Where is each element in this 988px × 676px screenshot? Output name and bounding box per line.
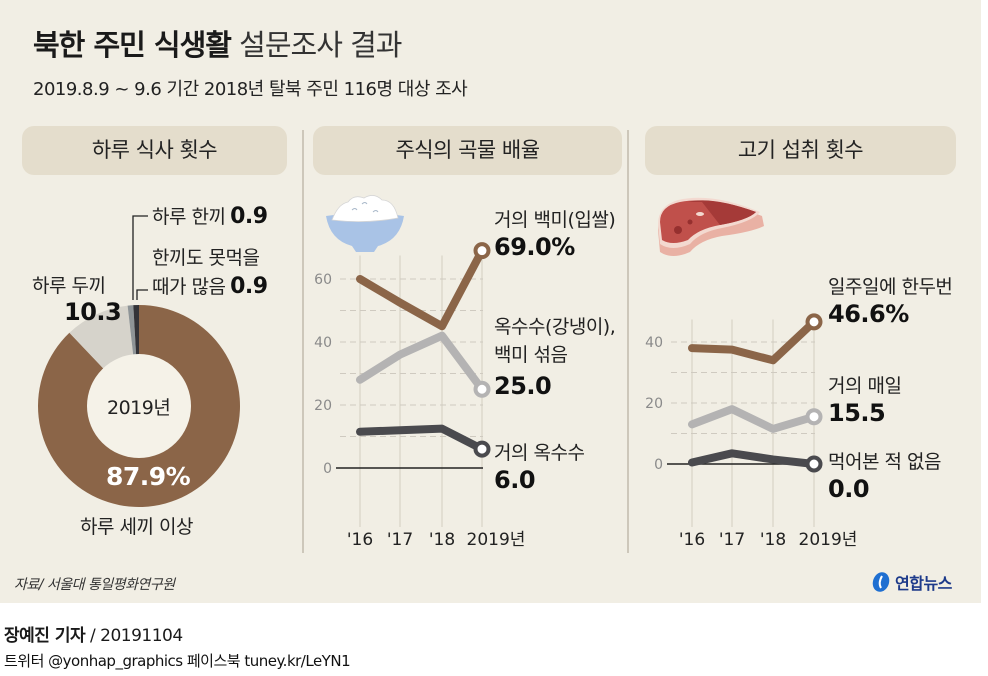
meat-series-line: [688, 405, 818, 433]
meat-series-daily-label: 거의 매일: [828, 375, 902, 397]
yonhap-logo-text: 연합뉴스: [895, 574, 952, 593]
subtitle: 2019.8.9 ~ 9.6 기간 2018년 탈북 주민 116명 대상 조사: [33, 79, 468, 100]
meat-ytick-label: 40: [645, 335, 663, 351]
grain-series-white-rice-label: 거의 백미(입쌀): [494, 209, 616, 231]
donut-slice-three-meals: [38, 305, 240, 507]
grain-series-white-rice-value: 69.0%: [494, 233, 575, 261]
grain-series-mixed-label-2: 백미 섞음: [494, 344, 568, 366]
meat-series-never-label: 먹어본 적 없음: [828, 451, 941, 473]
grain-xtick-label: '18: [429, 530, 455, 550]
meat-line-chart: 0 20 40 '16 '17 '18 2019년: [645, 313, 858, 550]
divider: [627, 130, 629, 553]
section-header-grain: 주식의 곡물 배율: [313, 126, 622, 175]
meat-series-weekly-label: 일주일에 한두번: [828, 276, 953, 298]
donut-slice-no-meal: [133, 305, 139, 357]
slice-no-meal: 때가 많음 0.9: [152, 272, 268, 299]
leader-line: [136, 289, 148, 300]
grain-series-corn-label: 거의 옥수수: [494, 442, 585, 464]
grain-series-line: [356, 424, 486, 454]
social-links[interactable]: 트위터 @yonhap_graphics 페이스북 tuney.kr/LeYN1: [4, 652, 351, 670]
meat-ytick-label: 0: [654, 457, 663, 473]
grain-ytick-label: 40: [314, 335, 332, 351]
title-light: 설문조사 결과: [239, 28, 402, 62]
slice-label-one-meal: 하루 한끼: [152, 206, 226, 228]
meat-series-endpoint: [805, 313, 823, 331]
meat-series-endpoint: [805, 408, 823, 426]
grain-series-line: [356, 246, 486, 331]
donut-chart: [38, 215, 240, 507]
grain-series-corn-value: 6.0: [494, 466, 536, 494]
slice-value-no-meal: 0.9: [230, 274, 268, 299]
meat-ytick-label: 20: [645, 396, 663, 412]
grain-line-chart: 0 20 40 60 '16 '17 '18 2019년: [314, 242, 526, 550]
donut-slice-one-meal: [127, 305, 137, 357]
slice-label-three-meals: 하루 세끼 이상: [80, 516, 193, 538]
meat-series-never-value: 0.0: [828, 475, 870, 503]
divider: [302, 130, 304, 553]
donut-center-label: 2019년: [107, 397, 171, 419]
grain-ytick-label: 20: [314, 398, 332, 414]
meat-icon: [658, 197, 764, 256]
slice-value-one-meal: 0.9: [230, 204, 268, 229]
meat-series-line: [688, 449, 818, 468]
grain-ytick-label: 60: [314, 272, 332, 288]
source-note: 자료/ 서울대 통일평화연구원: [14, 577, 175, 593]
yonhap-logo: 연합뉴스: [870, 570, 952, 594]
section-header-meat: 고기 섭취 횟수: [645, 126, 956, 175]
reporter-name: 장예진 기자: [4, 626, 86, 646]
grain-xtick-label: 2019년: [467, 530, 526, 550]
slice-value-three-meals: 87.9%: [106, 462, 191, 491]
rice-bowl-icon: [326, 195, 404, 252]
publish-date: / 20191104: [85, 626, 183, 646]
grain-ytick-label: 0: [323, 461, 332, 477]
meat-xtick-label: '17: [719, 530, 745, 550]
meat-xtick-label: '18: [760, 530, 786, 550]
donut-slice-two-meals: [69, 305, 134, 370]
grain-xtick-label: '17: [387, 530, 413, 550]
grain-series-endpoint: [473, 380, 491, 398]
grain-series-mixed-label-1: 옥수수(강냉이),: [494, 316, 616, 338]
byline: 장예진 기자 / 20191104: [4, 621, 183, 646]
grain-xtick-label: '16: [347, 530, 373, 550]
section-header-meals: 하루 식사 횟수: [22, 126, 287, 175]
grain-series-mixed-value: 25.0: [494, 372, 552, 400]
grain-series-endpoint: [473, 440, 491, 458]
donut-center: [87, 354, 191, 458]
yonhap-logo-icon: [872, 572, 890, 592]
slice-label-no-meal-line1: 한끼도 못먹을: [152, 247, 260, 269]
meat-xtick-label: 2019년: [799, 530, 858, 550]
grain-series-endpoint: [473, 242, 491, 260]
meat-series-endpoint: [805, 455, 823, 473]
slice-label-two-meals: 하루 두끼: [32, 275, 106, 297]
meat-xtick-label: '16: [679, 530, 705, 550]
meat-series-line: [688, 317, 818, 365]
meat-series-weekly-value: 46.6%: [828, 300, 909, 328]
title-bold: 북한 주민 식생활: [33, 28, 232, 62]
grain-series-line: [356, 331, 486, 394]
slice-one-meal: 하루 한끼 0.9: [152, 202, 268, 229]
page-title: 북한 주민 식생활 설문조사 결과: [33, 22, 402, 64]
leader-line: [132, 215, 148, 300]
slice-value-two-meals: 10.3: [64, 298, 122, 326]
slice-label-no-meal-line2: 때가 많음: [152, 276, 226, 298]
meat-series-daily-value: 15.5: [828, 399, 886, 427]
